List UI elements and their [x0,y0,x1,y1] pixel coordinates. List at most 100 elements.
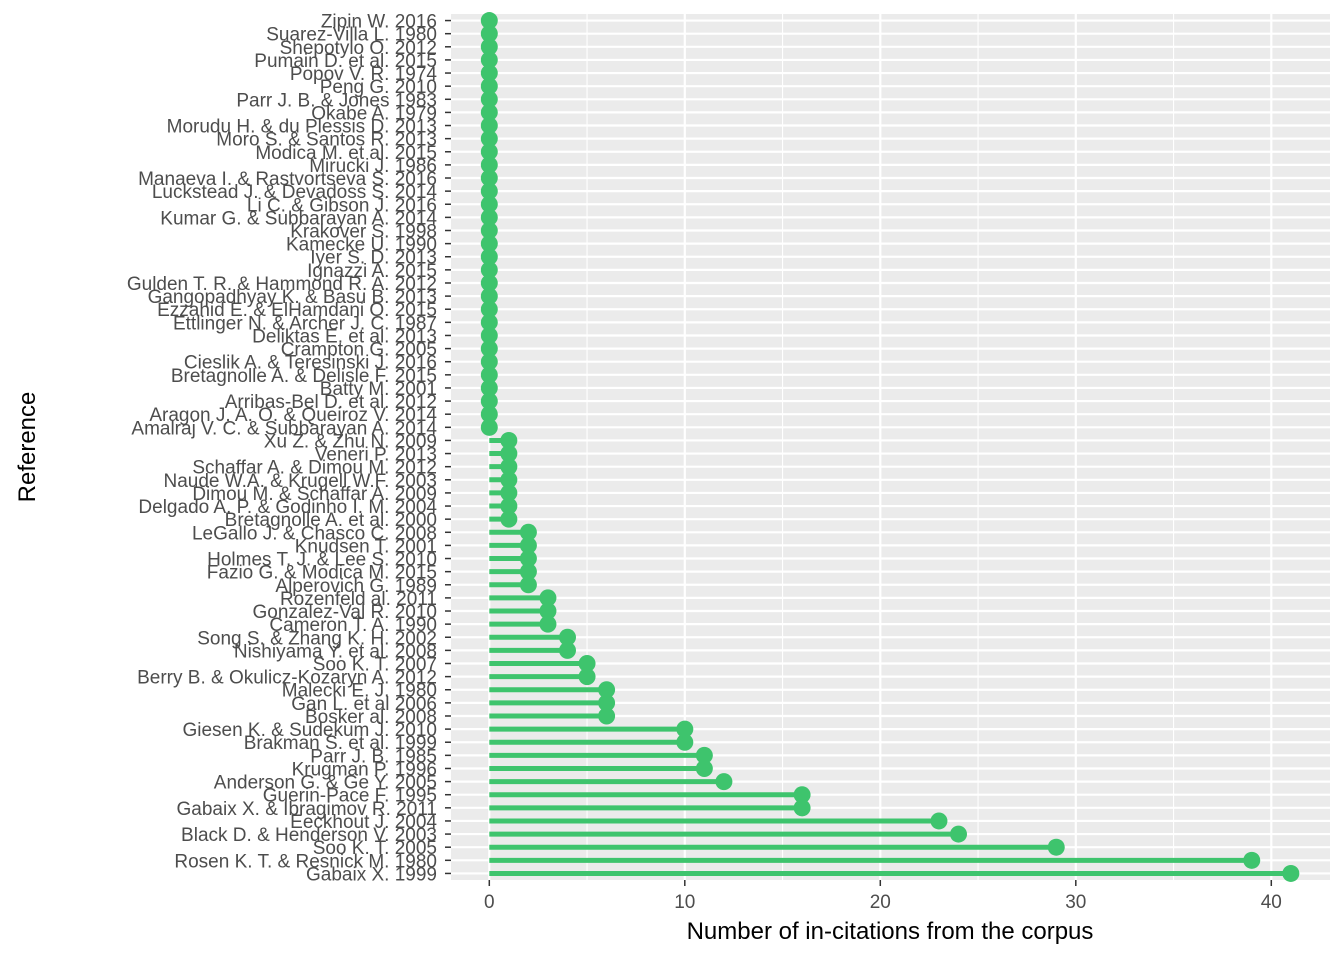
lollipop-point [480,300,498,318]
y-tick-label: Morudu H. & du Plessis D. 2013 [167,117,437,138]
y-tick-label: Xu Z. & Zhu N. 2009 [264,431,437,452]
lollipop-point [598,681,616,699]
y-tick-label: Soo K. T. 2007 [313,655,437,676]
lollipop-point [480,326,498,344]
y-tick-label: Soo K. T. 2005 [313,838,437,859]
y-tick-label: Modica M. et al. 2015 [255,143,437,164]
lollipop-point [500,458,518,476]
y-tick-label: Guerin-Pace F. 1995 [263,786,437,807]
y-tick-label: Berry B. & Okulicz-Kozaryn A. 2012 [137,668,437,689]
y-tick-label: Gan L. et al 2006 [291,694,437,715]
lollipop-point [559,641,576,659]
y-tick-label: Kumar G. & Subbarayan A. 2014 [160,208,437,229]
y-tick-label: Aragon J. A. O. & Queiroz V. 2014 [149,405,437,426]
lollipop-point [480,12,498,30]
lollipop-point [519,536,537,554]
x-tick-label: 0 [484,892,495,913]
x-axis-ticks: 0 10 20 30 40 [484,880,1282,913]
y-tick-label: Holmes T. J. & Lee S. 2010 [207,550,437,571]
lollipop-point [480,130,498,148]
y-tick-label: Knudsen T. 2001 [295,536,437,557]
lollipop-point [950,825,967,843]
lollipop-point [480,208,498,226]
y-tick-label: Pumain D. et al. 2015 [254,51,437,72]
lollipop-point [480,235,498,253]
y-tick-label: Batty M. 2001 [320,379,437,400]
lollipop-point [1243,851,1261,869]
y-tick-label: Ettlinger N. & Archer J. C. 1987 [173,313,437,334]
y-tick-label: LeGallo J. & Chasco C. 2008 [192,523,437,544]
lollipop-point [480,353,498,371]
lollipop-point [519,523,537,541]
y-tick-label: Gulden T. R. & Hammond R. A. 2012 [127,274,437,295]
lollipop-point [1282,864,1300,882]
x-tick-label: 30 [1065,892,1086,913]
lollipop-point [695,759,713,777]
lollipop-point [676,720,694,738]
y-tick-label: Black D. & Henderson V. 2003 [181,825,437,846]
lollipop-point [500,431,518,449]
lollipop-point [500,445,518,463]
plot-panel [451,14,1330,880]
lollipop-point [793,799,811,817]
lollipop-point [480,313,498,331]
y-tick-label: Gangopadhyay K. & Basu B. 2013 [148,287,437,308]
lollipop-point [480,25,498,43]
lollipop-point [480,64,498,82]
y-tick-label: Mirucki J. 1986 [309,156,437,177]
y-tick-label: Veneri P. 2013 [315,445,437,466]
y-tick-label: Manaeva I. & Rastvortseva S. 2016 [138,169,437,190]
lollipop-point [480,103,498,121]
lollipop-point [480,51,498,69]
y-tick-label: Naude W.A. & Krugell W.F. 2003 [163,471,437,492]
lollipop-point [480,156,498,174]
lollipop-marks [480,12,1300,882]
y-tick-label: Eeckhout J. 2004 [290,812,437,833]
y-tick-label: Delgado A. P. & Godinho I. M. 2004 [138,497,437,518]
lollipop-point [500,510,518,528]
y-tick-label: Zipin W. 2016 [321,12,437,33]
y-tick-label: Parr J. B. & Jones 1983 [236,90,437,111]
y-tick-label: Popov V. R. 1974 [290,64,438,85]
y-tick-label: Ezzahid E. & ElHamdani O. 2015 [157,300,437,321]
lollipop-point [559,628,576,646]
lollipop-point [519,563,537,581]
y-tick-label: Bretagnolle A. & Delisle F. 2015 [171,366,437,387]
y-tick-label: Bosker al. 2008 [305,707,437,728]
lollipop-point [578,668,596,686]
y-tick-label: Peng G. 2010 [320,77,437,98]
y-tick-label: Shepotylo O. 2012 [280,38,437,59]
y-tick-label: Okabe A. 1979 [311,103,437,124]
lollipop-point [500,471,518,489]
y-tick-label: Li C. & Gibson J. 2016 [247,195,437,216]
lollipop-point [793,786,811,804]
y-tick-label: Luckstead J. & Devadoss S. 2014 [152,182,438,203]
lollipop-point [598,694,616,712]
x-axis-title: Number of in-citations from the corpus [687,918,1094,945]
y-tick-label: Krugman P. 1996 [292,759,437,780]
y-tick-label: Ignazzi A. 2015 [307,261,437,282]
y-tick-label: Dimou M. & Schaffar A. 2009 [192,484,437,505]
lollipop-point [930,812,948,830]
y-tick-label: Iyer S. D. 2013 [310,248,437,269]
lollipop-point [480,418,498,436]
y-tick-label: Rosen K. T. & Resnick M. 1980 [174,851,437,872]
y-tick-label: Anderson G. & Ge Y. 2005 [214,773,437,794]
lollipop-point [480,117,498,135]
y-tick-label: Parr J. B. 1985 [310,746,437,767]
lollipop-point [480,195,498,213]
y-tick-label: Krakover S. 1998 [290,222,437,243]
y-tick-label: Nishiyama Y. et al. 2008 [234,641,437,662]
y-tick-label: Bretagnolle A. et al. 2000 [225,510,437,531]
y-tick-label: Schaffar A. & Dimou M. 2012 [192,458,437,479]
y-tick-label: Gabaix X. 1999 [306,864,437,885]
y-tick-label: Cieslik A. & Teresinski J. 2016 [184,353,437,374]
lollipop-point [480,340,498,358]
lollipop-point [480,274,498,292]
y-tick-label: Deliktas E. et al. 2013 [252,326,437,347]
lollipop-point [715,773,733,791]
y-tick-label: Malecki E. J. 1980 [282,681,437,702]
y-tick-label: Fazio G. & Modica M. 2015 [207,563,437,584]
lollipop-point [1047,838,1065,856]
lollipop-point [480,366,498,384]
